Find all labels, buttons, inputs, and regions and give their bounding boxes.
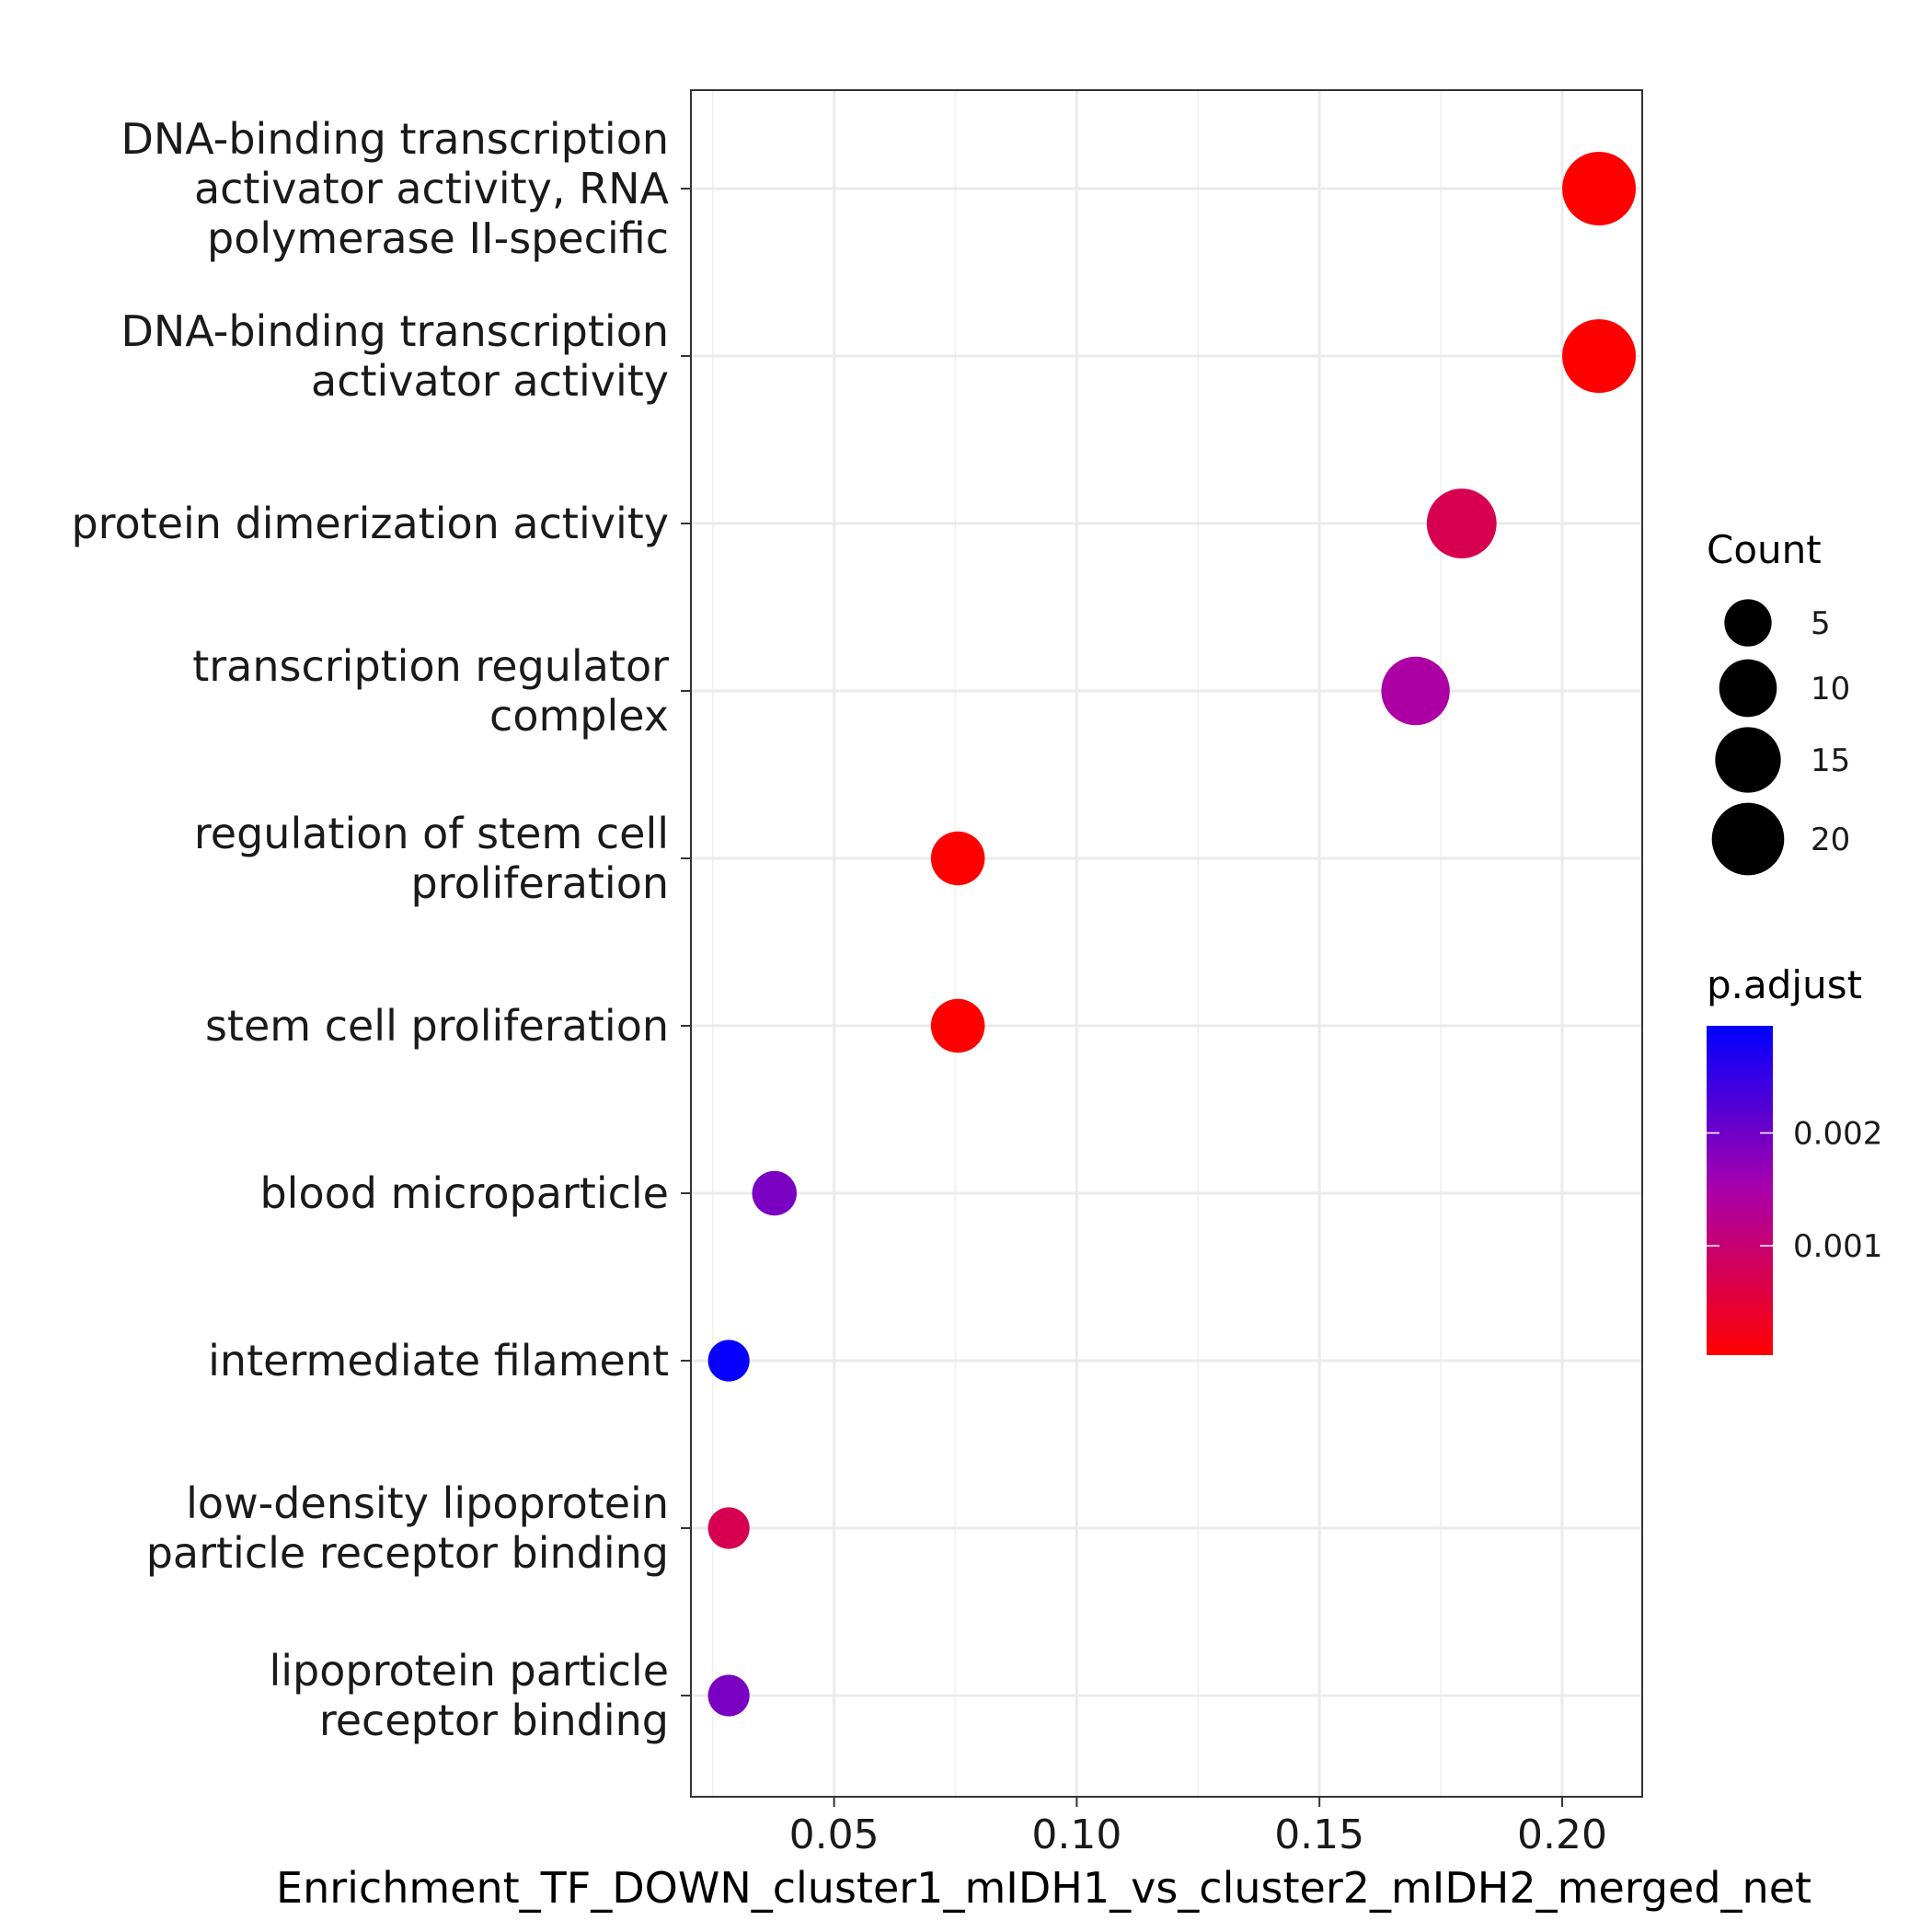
y-category-label-line: transcription regulator — [192, 641, 669, 691]
data-point — [930, 998, 985, 1053]
data-point — [707, 1340, 750, 1382]
count-legend-key — [1719, 659, 1777, 718]
y-category-label: low-density lipoprotein particle receptor… — [146, 1478, 669, 1578]
y-category-label-line: proliferation — [410, 858, 669, 908]
y-category-label: protein dimerization activity — [71, 499, 669, 548]
data-points — [707, 152, 1637, 1717]
count-legend-key — [1724, 599, 1772, 647]
panel-background — [691, 90, 1642, 1797]
y-category-label-line: activator activity — [311, 356, 669, 406]
y-category-label-line: DNA-binding transcription — [121, 306, 669, 356]
y-category-label-line: stem cell proliferation — [205, 1001, 669, 1051]
y-category-label-line: DNA-binding transcription — [121, 114, 669, 164]
y-category-label-line: intermediate filament — [208, 1336, 669, 1386]
data-point — [930, 831, 985, 886]
panel-border — [690, 89, 1643, 1798]
count-legend-key — [1715, 727, 1781, 793]
y-category-label-line: complex — [489, 691, 669, 741]
y-category-label-line: activator activity, RNA — [194, 164, 670, 213]
data-point — [1381, 656, 1450, 726]
y-category-label: transcription regulator complex — [192, 641, 669, 741]
count-legend-label: 5 — [1811, 605, 1831, 642]
x-tick-label: 0.10 — [1031, 1811, 1121, 1858]
x-tick-label: 0.20 — [1517, 1811, 1607, 1858]
y-category-label-line: protein dimerization activity — [71, 499, 669, 548]
y-category-label-line: polymerase II-specific — [207, 213, 669, 263]
y-axis: DNA-binding transcription activator activ… — [71, 114, 691, 1745]
y-category-label: stem cell proliferation — [205, 1001, 669, 1051]
p-adjust-legend: p.adjust 0.001 0.002 — [1707, 962, 1882, 1355]
p-adjust-tick-label: 0.002 — [1793, 1115, 1882, 1152]
y-category-label-line: lipoprotein particle — [269, 1646, 669, 1696]
data-point — [752, 1170, 797, 1216]
count-legend-label: 15 — [1811, 742, 1850, 779]
y-category-label-line: low-density lipoprotein — [186, 1478, 669, 1528]
p-adjust-colorbar — [1707, 1026, 1773, 1355]
p-adjust-tick-label: 0.001 — [1793, 1228, 1882, 1265]
p-adjust-legend-title: p.adjust — [1707, 962, 1862, 1007]
y-category-label: intermediate filament — [208, 1336, 669, 1386]
data-point — [1562, 152, 1637, 225]
y-category-label-line: blood microparticle — [259, 1168, 669, 1218]
data-point — [1562, 319, 1637, 393]
count-legend: Count 5 10 15 20 — [1707, 527, 1850, 876]
y-category-label: DNA-binding transcription activator activ… — [121, 114, 669, 263]
data-point — [1426, 489, 1497, 558]
count-legend-label: 10 — [1811, 671, 1850, 707]
y-category-label-line: particle receptor binding — [146, 1528, 669, 1578]
y-category-label-line: regulation of stem cell — [194, 809, 669, 858]
count-legend-key — [1711, 802, 1785, 876]
x-axis: 0.05 0.10 0.15 0.20 — [789, 1797, 1607, 1858]
y-category-label: lipoprotein particle receptor binding — [269, 1646, 669, 1745]
y-category-label: regulation of stem cell proliferation — [194, 809, 669, 908]
x-tick-label: 0.15 — [1274, 1811, 1364, 1858]
data-point — [707, 1674, 750, 1717]
y-category-label: DNA-binding transcription activator activ… — [121, 306, 669, 406]
x-tick-label: 0.05 — [789, 1811, 880, 1858]
y-category-label: blood microparticle — [259, 1168, 669, 1218]
count-legend-title: Count — [1707, 527, 1822, 572]
x-axis-title: Enrichment_TF_DOWN_cluster1_mIDH1_vs_clu… — [276, 1863, 1811, 1913]
y-category-label-line: receptor binding — [319, 1696, 669, 1745]
data-point — [707, 1507, 750, 1549]
count-legend-label: 20 — [1811, 822, 1850, 858]
